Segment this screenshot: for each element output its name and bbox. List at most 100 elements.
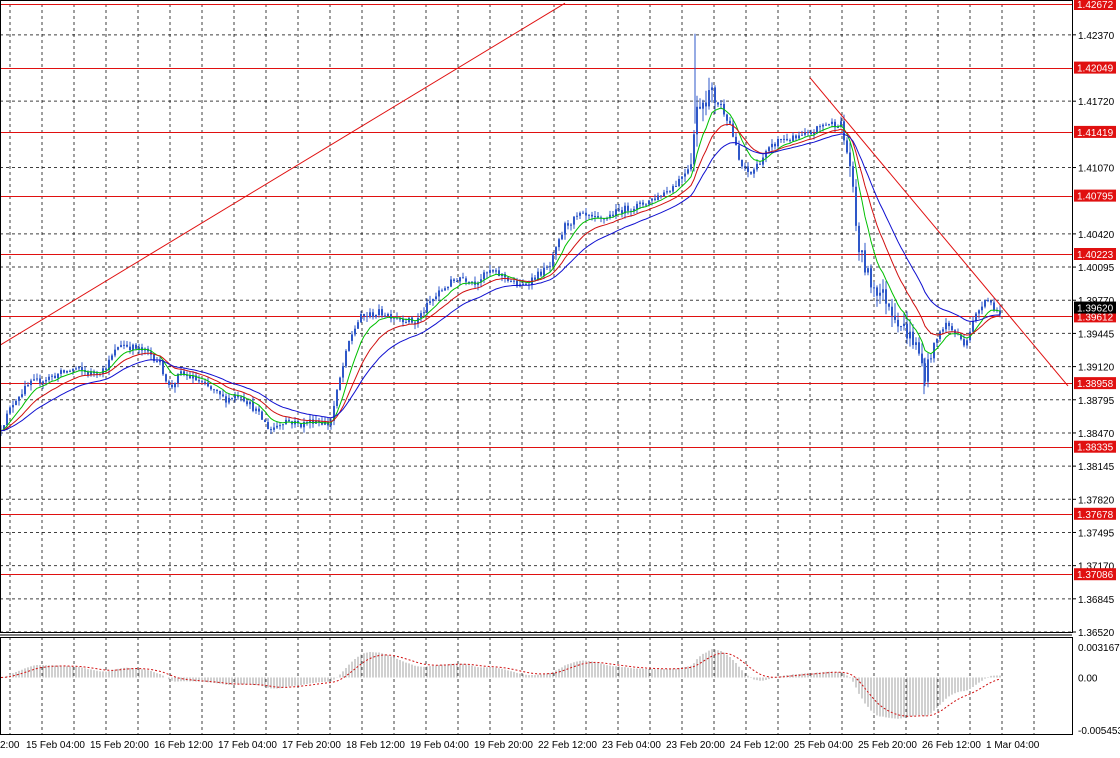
x-tick-label: 1 Mar 04:00 <box>986 740 1040 751</box>
candle-body <box>249 401 251 405</box>
candle-body <box>690 164 692 170</box>
x-tick-label: 22 Feb 12:00 <box>538 740 597 751</box>
candle-body <box>357 322 359 329</box>
candle-body <box>663 192 665 197</box>
candle-body <box>279 425 281 427</box>
candle-body <box>579 212 581 216</box>
candle-body <box>186 374 188 376</box>
candle-body <box>261 411 263 420</box>
candle-body <box>381 309 383 316</box>
candle-body <box>387 313 389 316</box>
candle-body <box>114 349 116 356</box>
y-tick-label: 1.41720 <box>1078 97 1115 108</box>
ma-fast-line <box>0 107 1001 432</box>
candle-body <box>960 334 962 340</box>
candle-body <box>945 322 947 330</box>
candle-body <box>672 186 674 192</box>
candle-body <box>915 342 917 345</box>
candle-body <box>333 405 335 421</box>
candle-body <box>534 277 536 280</box>
price-level-label: 1.37678 <box>1077 510 1114 521</box>
candle-body <box>717 102 719 105</box>
candle-body <box>546 266 548 268</box>
candle-body <box>264 419 266 423</box>
candle-body <box>864 250 866 273</box>
candle-body <box>594 216 596 218</box>
candle-body <box>891 306 893 316</box>
candle-body <box>429 301 431 303</box>
price-level-tag <box>1074 189 1116 202</box>
candle-body <box>861 250 863 253</box>
candle-body <box>774 143 776 147</box>
price-level-label: 1.37086 <box>1077 570 1114 581</box>
candle-body <box>303 422 305 428</box>
candle-body <box>789 140 791 142</box>
candle-body <box>408 317 410 323</box>
candle-body <box>909 331 911 339</box>
price-level-label: 1.42672 <box>1077 0 1114 11</box>
candle-body <box>378 309 380 315</box>
candle-body <box>207 382 209 387</box>
candle-body <box>63 370 65 373</box>
candle-body <box>42 381 44 384</box>
candle-body <box>615 209 617 217</box>
candle-body <box>276 425 278 428</box>
y-tick-label: 1.41070 <box>1078 164 1115 175</box>
candle-body <box>693 134 695 165</box>
candle-body <box>984 299 986 307</box>
candle-body <box>405 322 407 324</box>
candle-body <box>936 338 938 343</box>
candle-body <box>894 315 896 320</box>
candle-body <box>735 136 737 146</box>
candle-body <box>633 208 635 212</box>
candle-body <box>21 394 23 397</box>
candle-body <box>975 313 977 321</box>
candle-body <box>552 255 554 267</box>
ma-slow-line <box>0 133 1001 432</box>
candle-body <box>555 247 557 256</box>
candle-body <box>768 147 770 152</box>
candle-body <box>879 292 881 296</box>
candle-body <box>153 354 155 362</box>
candle-body <box>888 303 890 307</box>
candle-body <box>48 376 50 380</box>
price-level-tag <box>1074 568 1116 581</box>
candle-body <box>141 347 143 351</box>
candle-body <box>390 313 392 319</box>
candle-body <box>417 318 419 324</box>
candle-body <box>384 315 386 317</box>
candle-body <box>252 401 254 411</box>
candle-body <box>489 270 491 273</box>
candle-body <box>222 394 224 397</box>
candle-body <box>855 186 857 226</box>
price-level-tag <box>1074 0 1116 10</box>
candle-body <box>483 272 485 280</box>
candle-body <box>345 350 347 367</box>
candle-body <box>999 310 1001 315</box>
candle-body <box>798 135 800 139</box>
candle-body <box>486 272 488 274</box>
x-tick-label: 19 Feb 04:00 <box>410 740 469 751</box>
candle-body <box>456 280 458 282</box>
candle-body <box>57 373 59 379</box>
candle-body <box>243 397 245 402</box>
candle-body <box>543 267 545 276</box>
candle-body <box>933 342 935 359</box>
candle-body <box>603 218 605 220</box>
candle-body <box>930 358 932 360</box>
x-tick-label: 2:00 <box>0 740 20 751</box>
price-level-tag <box>1074 247 1116 260</box>
x-tick-label: 18 Feb 12:00 <box>346 740 405 751</box>
candle-body <box>108 359 110 371</box>
candle-body <box>981 306 983 311</box>
candle-body <box>300 423 302 428</box>
candle-body <box>462 277 464 279</box>
price-level-label: 1.38335 <box>1077 443 1114 454</box>
candle-body <box>162 360 164 375</box>
candle-body <box>18 396 20 401</box>
candle-body <box>738 145 740 160</box>
candle-body <box>810 131 812 135</box>
candle-body <box>873 287 875 289</box>
y-axis: 1.423701.417201.410701.404201.400951.397… <box>1072 31 1120 737</box>
